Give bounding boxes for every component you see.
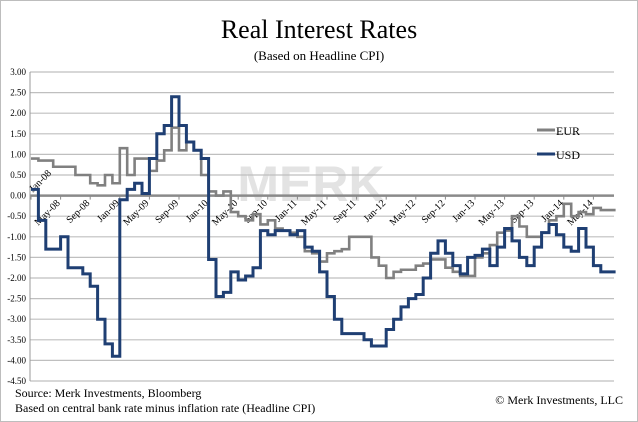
x-tick-label: Sep-09 xyxy=(153,198,181,226)
x-tick-label: May-13 xyxy=(477,198,507,228)
x-tick-label: May-09 xyxy=(121,198,151,228)
x-tick-label: Jan-13 xyxy=(450,198,477,225)
y-tick-label: -1.50 xyxy=(7,252,26,262)
x-tick-label: May-12 xyxy=(388,198,418,228)
y-tick-label: -2.50 xyxy=(7,294,26,304)
y-tick-label: -1.00 xyxy=(7,232,26,242)
chart-subtitle: (Based on Headline CPI) xyxy=(253,48,385,63)
y-tick-label: 0.50 xyxy=(10,170,26,180)
x-tick-label: Jan-10 xyxy=(184,198,211,225)
y-tick-label: -3.00 xyxy=(7,314,26,324)
copyright: © Merk Investments, LLC xyxy=(495,393,623,407)
x-tick-label: Sep-12 xyxy=(420,198,448,226)
method-note: Based on central bank rate minus inflati… xyxy=(15,401,316,415)
y-tick-label: 2.50 xyxy=(10,88,26,98)
y-tick-label: 1.50 xyxy=(10,129,26,139)
watermark-logo: MERK xyxy=(237,156,384,212)
source-note: Source: Merk Investments, Bloomberg xyxy=(15,386,202,400)
y-tick-label: 0.00 xyxy=(10,191,26,201)
x-tick-label: Jan-09 xyxy=(95,198,122,225)
y-tick-label: -4.00 xyxy=(7,355,26,365)
y-tick-label: 1.00 xyxy=(10,149,26,159)
y-tick-label: -3.50 xyxy=(7,335,26,345)
y-tick-label: 2.00 xyxy=(10,108,26,118)
chart-title: Real Interest Rates xyxy=(220,15,418,44)
series-line-usd xyxy=(31,95,616,358)
legend-label-usd: USD xyxy=(556,148,580,162)
y-tick-label: -2.00 xyxy=(7,273,26,283)
y-tick-label: 3.00 xyxy=(10,67,26,77)
y-tick-label: -4.50 xyxy=(7,376,26,386)
legend-label-eur: EUR xyxy=(556,124,580,138)
x-tick-label: Sep-08 xyxy=(65,198,93,226)
y-tick-label: -0.50 xyxy=(7,211,26,221)
